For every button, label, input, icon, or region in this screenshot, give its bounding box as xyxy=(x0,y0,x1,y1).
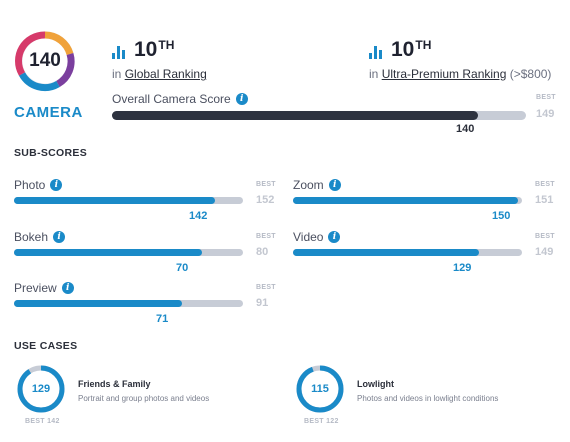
overall-best-label: BEST xyxy=(536,94,556,101)
subscore-label-text: Photo xyxy=(14,178,46,192)
subscore-preview-value: 71 xyxy=(156,313,169,325)
subscore-video-fill xyxy=(293,249,479,256)
info-icon[interactable]: i xyxy=(61,282,74,294)
info-icon[interactable]: i xyxy=(50,179,63,191)
bar-chart-icon xyxy=(369,46,383,59)
info-icon[interactable]: i xyxy=(235,93,248,105)
subscore-video-bar xyxy=(293,249,522,256)
subscore-video-value: 129 xyxy=(453,262,472,274)
use-case-score: 115 xyxy=(311,383,329,395)
subscore-preview-label: Preview i xyxy=(14,281,74,295)
use-case-title: Friends & Family xyxy=(78,379,151,389)
subscore-preview-bar xyxy=(14,300,243,307)
use-case-ring xyxy=(296,365,344,413)
subscore-photo-best-label: BEST xyxy=(256,181,276,188)
overall-score-bar xyxy=(112,111,526,120)
subscore-preview-best-value: 91 xyxy=(256,297,269,309)
subscore-label-text: Zoom xyxy=(293,178,324,192)
bar-chart-icon xyxy=(112,46,126,59)
overall-score-fill xyxy=(112,111,478,120)
subscore-zoom-value: 150 xyxy=(492,210,511,222)
subscore-label-text: Bokeh xyxy=(14,230,49,244)
subscore-label-text: Preview xyxy=(14,281,57,295)
ultra-premium-ranking-link[interactable]: Ultra-Premium Ranking xyxy=(381,67,507,81)
subscore-video-label: Video i xyxy=(293,230,341,244)
subscore-bokeh-best-value: 80 xyxy=(256,246,269,258)
subscore-preview-best-label: BEST xyxy=(256,284,276,291)
use-case-best: BEST 142 xyxy=(25,418,60,425)
subscore-zoom-bar xyxy=(293,197,522,204)
subscore-label-text: Video xyxy=(293,230,324,244)
global-ranking-link[interactable]: Global Ranking xyxy=(124,67,207,81)
subscore-bokeh-best-label: BEST xyxy=(256,233,276,240)
use-case-title: Lowlight xyxy=(357,379,394,389)
subscore-photo-fill xyxy=(14,197,215,204)
use-case-score: 129 xyxy=(31,383,51,395)
subscore-video-best-value: 149 xyxy=(535,246,554,258)
subscores-title: SUB-SCORES xyxy=(14,147,88,159)
overall-score-value: 140 xyxy=(456,123,475,135)
global-rank-text: in Global Ranking xyxy=(112,67,207,81)
subscore-photo-label: Photo i xyxy=(14,178,63,192)
badge-score: 140 xyxy=(29,50,61,71)
use-case-ring xyxy=(17,365,65,413)
use-case-best: BEST 122 xyxy=(304,418,339,425)
subscore-zoom-best-label: BEST xyxy=(535,181,555,188)
use-case-description: Photos and videos in lowlight conditions xyxy=(357,394,499,403)
subscore-zoom-label: Zoom i xyxy=(293,178,341,192)
info-icon[interactable]: i xyxy=(53,231,66,243)
overall-score-label: Overall Camera Score i xyxy=(112,92,248,106)
subscore-photo-bar xyxy=(14,197,243,204)
subscore-zoom-best-value: 151 xyxy=(535,194,554,206)
segment-rank-value: 10TH xyxy=(391,38,432,61)
subscore-zoom-fill xyxy=(293,197,518,204)
subscore-bokeh-bar xyxy=(14,249,243,256)
badge-label: CAMERA xyxy=(14,104,83,121)
subscore-bokeh-value: 70 xyxy=(176,262,189,274)
subscore-preview-fill xyxy=(14,300,182,307)
subscore-bokeh-fill xyxy=(14,249,202,256)
camera-score-badge xyxy=(15,31,75,92)
subscore-video-best-label: BEST xyxy=(535,233,555,240)
subscore-photo-best-value: 152 xyxy=(256,194,275,206)
info-icon[interactable]: i xyxy=(328,179,341,191)
subscore-photo-value: 142 xyxy=(189,210,208,222)
use-cases-title: USE CASES xyxy=(14,340,78,352)
segment-rank-text: in Ultra-Premium Ranking (>$800) xyxy=(369,67,552,81)
global-rank-value: 10TH xyxy=(134,38,175,61)
info-icon[interactable]: i xyxy=(328,231,341,243)
use-case-description: Portrait and group photos and videos xyxy=(78,394,210,403)
subscore-bokeh-label: Bokeh i xyxy=(14,230,66,244)
overall-best-value: 149 xyxy=(536,108,555,120)
